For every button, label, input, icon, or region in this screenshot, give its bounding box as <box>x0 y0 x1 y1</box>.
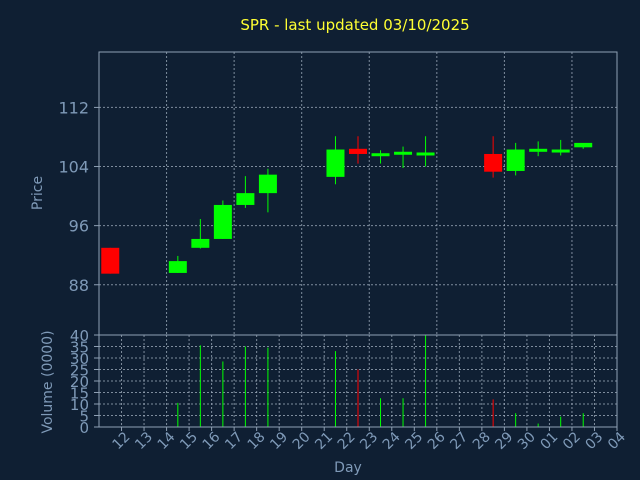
chart-title: SPR - last updated 03/10/2025 <box>240 16 469 34</box>
x-tick-label: 24 <box>380 429 404 453</box>
candle-body <box>191 238 210 248</box>
price-tick-label: 112 <box>58 98 89 117</box>
x-tick-label: 02 <box>560 429 584 453</box>
price-tick-label: 96 <box>69 217 89 236</box>
x-tick-label: 26 <box>425 429 449 453</box>
candle-23 <box>349 136 367 164</box>
price-tick-label: 104 <box>58 158 89 177</box>
candle-body <box>551 149 570 153</box>
x-tick-label: 23 <box>357 429 381 453</box>
x-tick-label: 13 <box>132 429 156 453</box>
candle-body <box>213 204 232 239</box>
candle-body <box>574 142 593 148</box>
volume-tick-label: 5 <box>79 408 89 426</box>
volume-tick-label: 30 <box>70 350 89 368</box>
candle-body <box>168 261 187 273</box>
x-tick-label: 01 <box>537 429 561 453</box>
candle-29 <box>484 136 503 178</box>
candle-02 <box>551 139 570 156</box>
price-panel: 88 96 104 112 Price <box>30 51 618 336</box>
volume-tick-label: 10 <box>70 396 89 414</box>
volume-tick-label: 40 <box>70 327 89 345</box>
x-tick-label: 30 <box>515 429 539 453</box>
candle-26 <box>416 136 435 167</box>
candle-body <box>258 174 277 194</box>
x-tick-label: 19 <box>267 429 291 453</box>
x-tick-label: 15 <box>177 429 201 453</box>
x-tick-label: 27 <box>447 429 471 453</box>
candle-25 <box>394 146 413 169</box>
candle-19 <box>258 168 277 213</box>
candle-17 <box>213 200 232 239</box>
candle-15 <box>168 255 187 273</box>
price-tick-label: 88 <box>69 276 89 295</box>
volume-tick-label: 25 <box>70 362 89 380</box>
x-tick-label: 04 <box>605 429 629 453</box>
volume-tick-label: 20 <box>70 373 89 391</box>
volume-axis-label: Volume (0000) <box>40 330 56 433</box>
x-tick-label: 14 <box>155 429 179 453</box>
volume-tick-label: 15 <box>70 385 89 403</box>
candle-18 <box>236 176 255 208</box>
candle-body <box>529 148 548 152</box>
price-axis-label: Price <box>30 176 46 210</box>
candle-body <box>236 193 255 205</box>
x-tick-label: 28 <box>470 429 494 453</box>
x-tick-label: 17 <box>222 429 246 453</box>
candle-body <box>326 149 345 177</box>
candle-16 <box>191 218 210 249</box>
candle-03 <box>574 142 593 149</box>
candle-body <box>416 152 435 156</box>
x-tick-label: 25 <box>402 429 426 453</box>
candle-22 <box>326 136 345 185</box>
candle-24 <box>371 150 390 164</box>
candle-body <box>506 149 525 171</box>
candle-body <box>484 153 503 172</box>
x-tick-label: 22 <box>335 429 359 453</box>
price-plot-frame <box>98 51 618 336</box>
x-tick-label: 12 <box>110 429 134 453</box>
x-tick-label: 29 <box>492 429 516 453</box>
volume-tick-label: 0 <box>79 419 89 437</box>
candle-12 <box>101 247 120 274</box>
x-axis-label: Day <box>334 460 362 476</box>
x-tick-label: 20 <box>290 429 314 453</box>
x-tick-label: 03 <box>583 429 607 453</box>
volume-tick-label: 35 <box>70 339 89 357</box>
candle-body <box>371 153 390 157</box>
x-tick-label: 18 <box>245 429 269 453</box>
candle-body <box>349 148 367 154</box>
x-tick-label: 16 <box>200 429 224 453</box>
candle-30 <box>506 142 525 176</box>
x-tick-label: 21 <box>312 429 336 453</box>
candle-01 <box>529 141 548 157</box>
candle-body <box>394 151 413 155</box>
candle-body <box>101 247 120 274</box>
